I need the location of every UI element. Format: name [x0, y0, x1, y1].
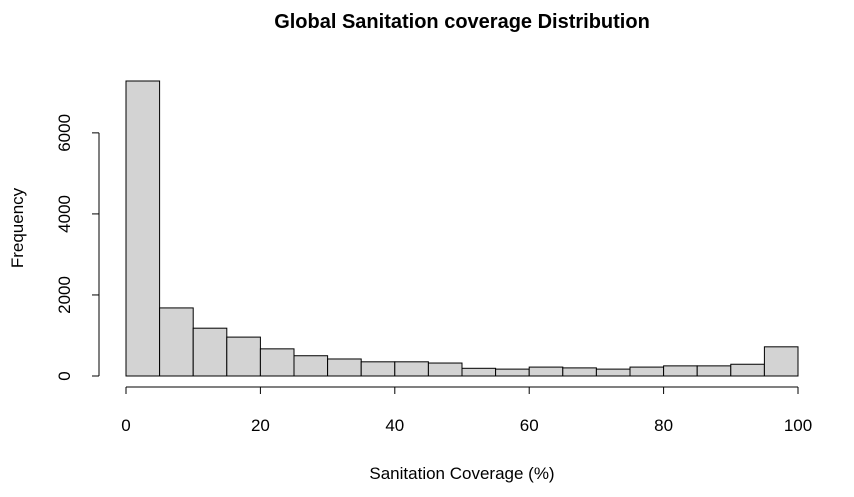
histogram-bar	[226, 336, 261, 377]
chart-title: Global Sanitation coverage Distribution	[274, 11, 650, 33]
y-tick-label: 0	[55, 371, 74, 380]
histogram-bar	[696, 365, 732, 377]
x-tick-label: 100	[784, 416, 812, 435]
histogram-bar	[159, 307, 194, 377]
x-axis-label: Sanitation Coverage (%)	[369, 464, 554, 483]
histogram-bar	[327, 358, 362, 377]
histogram-bar	[763, 346, 799, 377]
y-axis-label: Frequency	[8, 187, 27, 268]
histogram-bar	[562, 367, 597, 377]
y-tick-label: 2000	[55, 276, 74, 314]
x-axis: 0 20 40 60 80 100	[121, 386, 812, 435]
histogram-bar	[394, 361, 429, 377]
histogram-bar	[125, 80, 161, 377]
histogram-bar	[629, 366, 665, 377]
histogram-bar	[528, 366, 564, 377]
histogram-bar	[663, 365, 698, 377]
histogram-bar	[461, 367, 497, 377]
histogram-bar	[293, 355, 329, 377]
x-tick-label: 80	[654, 416, 673, 435]
x-tick-label: 20	[251, 416, 270, 435]
y-axis: 0 2000 4000 6000	[55, 114, 100, 381]
histogram-bar	[259, 348, 295, 377]
bars-group	[125, 80, 799, 377]
histogram-bar	[427, 362, 463, 377]
x-tick-label: 0	[121, 416, 130, 435]
histogram-bar	[360, 361, 396, 377]
histogram-bar	[595, 368, 631, 377]
x-tick-label: 60	[520, 416, 539, 435]
y-tick-label: 6000	[55, 114, 74, 152]
histogram-bar	[730, 363, 765, 377]
histogram-bar	[192, 327, 228, 377]
x-tick-label: 40	[385, 416, 404, 435]
histogram-bar	[495, 368, 530, 377]
y-tick-label: 4000	[55, 195, 74, 233]
